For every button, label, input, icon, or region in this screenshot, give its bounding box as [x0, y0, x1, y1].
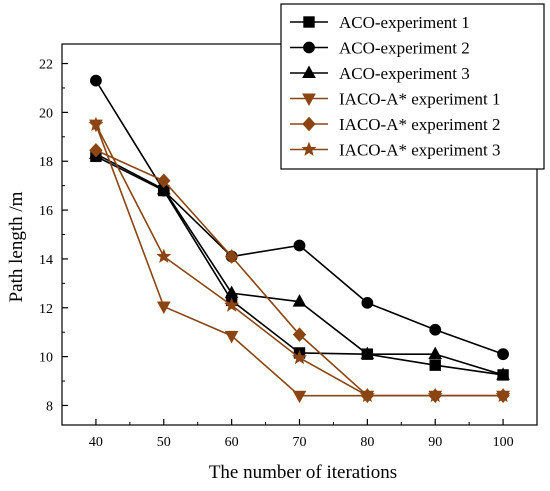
legend-item: IACO-A* experiment 3: [290, 141, 500, 160]
y-tick-label: 20: [39, 106, 53, 121]
legend-marker: [303, 41, 315, 54]
legend-label: IACO-A* experiment 1: [339, 90, 500, 109]
legend-label: ACO-experiment 1: [339, 13, 470, 32]
data-point: [157, 173, 171, 189]
data-point: [89, 143, 103, 158]
series-5: [89, 143, 510, 403]
x-tick-label: 100: [493, 435, 514, 450]
y-tick-label: 10: [39, 351, 53, 366]
legend-marker: [302, 65, 316, 78]
y-tick-label: 16: [39, 204, 53, 219]
series-line: [95, 155, 504, 376]
y-axis-ticks: 8 10 12 14 16 18 20 22: [39, 58, 68, 414]
x-tick-label: 50: [157, 435, 171, 450]
data-point: [156, 181, 171, 195]
series-6: [88, 116, 511, 403]
data-point: [156, 301, 171, 315]
data-point: [90, 74, 102, 87]
data-point: [292, 349, 307, 365]
y-tick-label: 14: [39, 253, 53, 268]
series-3: [89, 146, 510, 380]
legend-marker: [302, 93, 316, 107]
legend: ACO-experiment 1 ACO-experiment 2 ACO-expe…: [280, 3, 545, 170]
data-point: [292, 327, 307, 342]
x-tick-label: 60: [225, 435, 239, 450]
x-tick-label: 90: [428, 435, 442, 450]
y-axis-label: Path length /m: [6, 191, 27, 302]
data-point: [292, 390, 307, 404]
y-tick-label: 12: [39, 302, 53, 317]
data-point: [361, 296, 374, 309]
legend-label: ACO-experiment 3: [339, 64, 470, 83]
data-point: [429, 359, 441, 371]
data-point: [156, 248, 172, 263]
data-point: [292, 294, 307, 307]
data-point: [429, 323, 442, 336]
y-tick-label: 8: [46, 399, 53, 414]
legend-item: IACO-A* experiment 2: [290, 115, 500, 134]
legend-item: ACO-experiment 1: [290, 13, 470, 32]
data-point: [495, 387, 511, 403]
x-tick-label: 40: [89, 435, 103, 450]
x-tick-label: 80: [360, 435, 374, 450]
legend-label: ACO-experiment 2: [339, 39, 470, 58]
legend-label: IACO-A* experiment 3: [339, 141, 500, 160]
data-point: [224, 297, 240, 312]
data-point: [224, 330, 239, 344]
series-layer: [88, 74, 511, 404]
legend-label: IACO-A* experiment 2: [339, 115, 500, 134]
legend-item: IACO-A* experiment 1: [290, 90, 500, 109]
series-1: [90, 150, 509, 381]
legend-box: [280, 3, 545, 170]
legend-item: ACO-experiment 2: [290, 39, 470, 58]
data-point: [497, 348, 509, 361]
data-point: [224, 249, 239, 264]
data-point: [359, 387, 375, 403]
data-point: [224, 285, 239, 299]
data-point: [427, 387, 443, 403]
x-tick-label: 70: [293, 435, 307, 450]
y-tick-label: 22: [39, 58, 53, 73]
x-axis-ticks: 40 50 60 70 80 90 100: [61, 419, 538, 450]
data-point: [360, 346, 375, 360]
x-axis-label: The number of iterations: [209, 462, 397, 483]
data-point: [428, 346, 443, 360]
data-point: [496, 367, 510, 380]
data-point: [293, 239, 306, 252]
legend-marker: [303, 16, 315, 28]
y-tick-label: 18: [39, 155, 53, 170]
data-point: [88, 116, 104, 131]
legend-marker: [302, 116, 316, 132]
legend-item: ACO-experiment 3: [290, 64, 470, 83]
legend-marker: [301, 141, 317, 156]
